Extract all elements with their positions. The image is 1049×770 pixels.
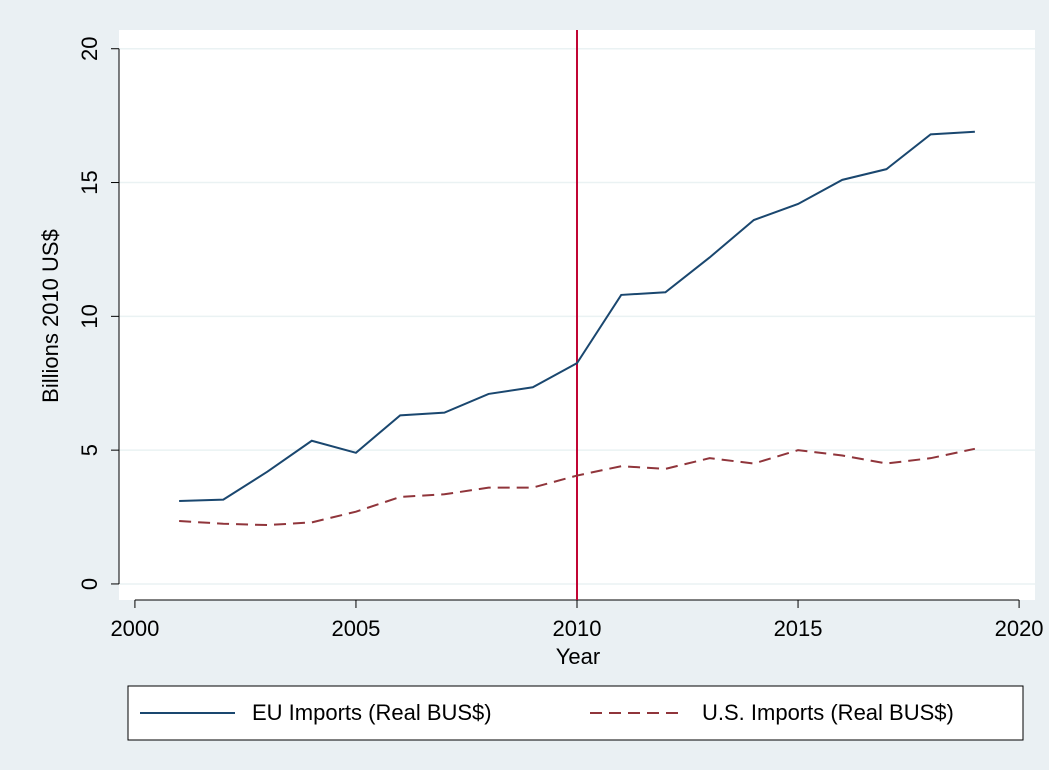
x-axis-label: Year — [556, 644, 600, 669]
y-tick-label: 0 — [77, 578, 102, 590]
y-tick-label: 20 — [77, 36, 102, 60]
x-tick-label: 2015 — [774, 616, 823, 641]
legend-box — [127, 685, 1024, 741]
y-tick-label: 5 — [77, 444, 102, 456]
series-line — [179, 447, 976, 527]
x-tick-label: 2000 — [110, 616, 159, 641]
x-tick-label: 2020 — [995, 616, 1044, 641]
legend-label: U.S. Imports (Real BUS$) — [702, 700, 954, 725]
legend-label: EU Imports (Real BUS$) — [252, 700, 492, 725]
x-tick-label: 2010 — [553, 616, 602, 641]
y-tick-label: 10 — [77, 304, 102, 328]
x-tick-label: 2005 — [331, 616, 380, 641]
y-tick-label: 15 — [77, 170, 102, 194]
series-line — [179, 130, 975, 502]
y-axis-label: Billions 2010 US$ — [38, 229, 63, 403]
